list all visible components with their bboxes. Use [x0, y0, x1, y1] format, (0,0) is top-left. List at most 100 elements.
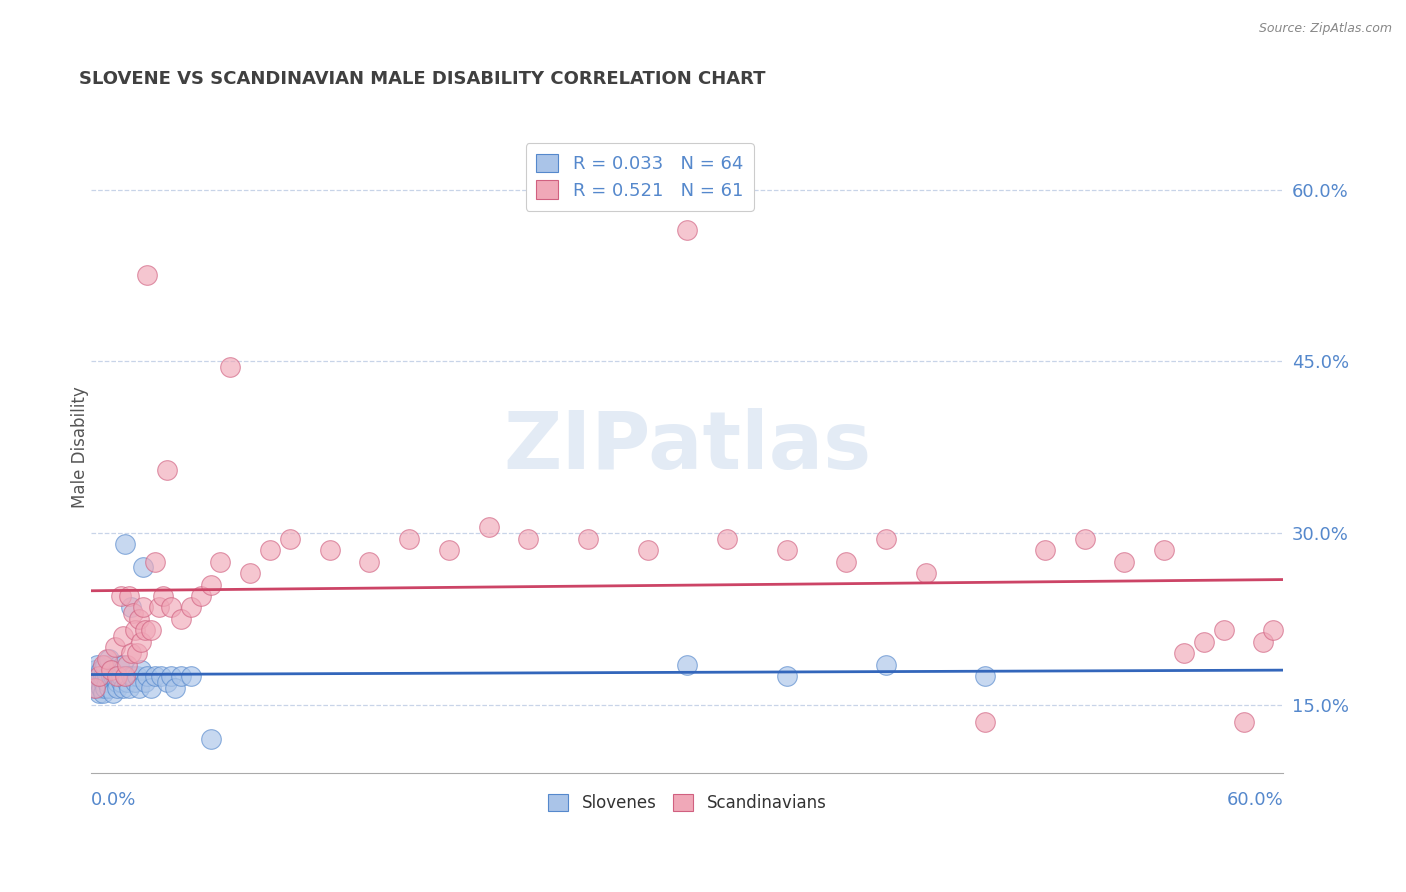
Point	[1212, 624, 1234, 638]
Point	[120, 646, 142, 660]
Point	[398, 532, 420, 546]
Point	[91, 686, 114, 700]
Point	[1173, 646, 1195, 660]
Point	[209, 555, 232, 569]
Point	[122, 669, 145, 683]
Point	[156, 674, 179, 689]
Point	[974, 669, 997, 683]
Point	[86, 657, 108, 672]
Point	[90, 664, 112, 678]
Point	[134, 624, 156, 638]
Point	[89, 674, 111, 689]
Point	[676, 222, 699, 236]
Point	[91, 674, 114, 689]
Point	[105, 681, 128, 695]
Point	[437, 543, 460, 558]
Point	[89, 669, 111, 683]
Y-axis label: Male Disability: Male Disability	[72, 386, 89, 508]
Point	[86, 681, 108, 695]
Point	[716, 532, 738, 546]
Point	[84, 664, 107, 678]
Point	[149, 669, 172, 683]
Point	[108, 669, 131, 683]
Point	[156, 463, 179, 477]
Point	[98, 652, 121, 666]
Point	[139, 681, 162, 695]
Point	[89, 686, 111, 700]
Point	[974, 714, 997, 729]
Point	[190, 589, 212, 603]
Point	[112, 657, 135, 672]
Point	[163, 681, 186, 695]
Point	[1033, 543, 1056, 558]
Point	[115, 674, 138, 689]
Point	[110, 589, 132, 603]
Point	[129, 634, 152, 648]
Point	[1233, 714, 1256, 729]
Point	[259, 543, 281, 558]
Point	[239, 566, 262, 580]
Point	[105, 669, 128, 683]
Point	[776, 543, 799, 558]
Point	[100, 664, 122, 678]
Point	[91, 669, 114, 683]
Point	[125, 646, 148, 660]
Point	[94, 657, 117, 672]
Point	[125, 669, 148, 683]
Point	[112, 681, 135, 695]
Point	[114, 669, 136, 683]
Point	[128, 612, 150, 626]
Text: ZIPatlas: ZIPatlas	[503, 409, 872, 486]
Point	[110, 674, 132, 689]
Text: 0.0%: 0.0%	[91, 790, 136, 809]
Point	[914, 566, 936, 580]
Point	[115, 657, 138, 672]
Point	[112, 629, 135, 643]
Point	[86, 669, 108, 683]
Point	[676, 657, 699, 672]
Point	[100, 669, 122, 683]
Point	[200, 577, 222, 591]
Point	[143, 555, 166, 569]
Point	[1153, 543, 1175, 558]
Point	[148, 600, 170, 615]
Point	[82, 669, 104, 683]
Point	[170, 612, 193, 626]
Text: Source: ZipAtlas.com: Source: ZipAtlas.com	[1258, 22, 1392, 36]
Point	[103, 686, 125, 700]
Point	[108, 657, 131, 672]
Point	[319, 543, 342, 558]
Point	[120, 669, 142, 683]
Point	[576, 532, 599, 546]
Point	[120, 600, 142, 615]
Point	[103, 669, 125, 683]
Point	[118, 589, 141, 603]
Point	[128, 681, 150, 695]
Point	[114, 669, 136, 683]
Point	[122, 606, 145, 620]
Point	[278, 532, 301, 546]
Point	[132, 560, 155, 574]
Legend: Slovenes, Scandinavians: Slovenes, Scandinavians	[540, 786, 835, 821]
Point	[1073, 532, 1095, 546]
Point	[110, 669, 132, 683]
Point	[835, 555, 858, 569]
Point	[478, 520, 501, 534]
Point	[359, 555, 381, 569]
Point	[94, 669, 117, 683]
Text: SLOVENE VS SCANDINAVIAN MALE DISABILITY CORRELATION CHART: SLOVENE VS SCANDINAVIAN MALE DISABILITY …	[79, 70, 766, 88]
Point	[100, 664, 122, 678]
Point	[105, 674, 128, 689]
Point	[180, 600, 202, 615]
Point	[180, 669, 202, 683]
Point	[139, 624, 162, 638]
Point	[84, 674, 107, 689]
Point	[875, 532, 897, 546]
Point	[1192, 634, 1215, 648]
Point	[152, 589, 174, 603]
Point	[1253, 634, 1275, 648]
Point	[82, 681, 104, 695]
Point	[136, 669, 159, 683]
Point	[96, 652, 118, 666]
Point	[776, 669, 799, 683]
